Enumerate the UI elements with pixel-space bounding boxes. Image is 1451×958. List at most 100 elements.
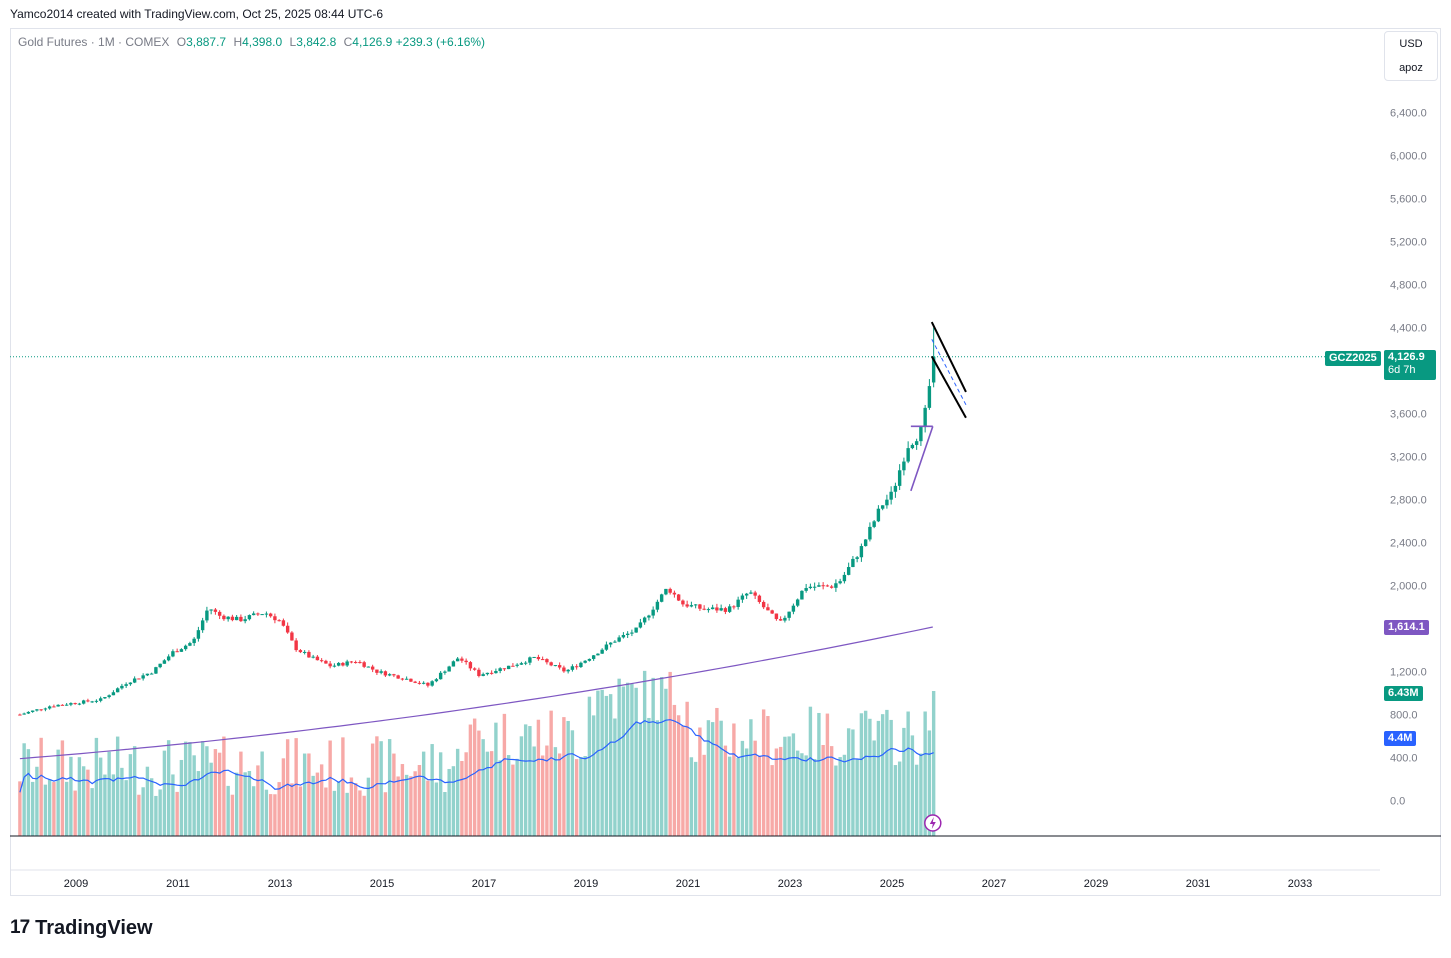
candle-body [324, 660, 328, 664]
volume-bar [409, 776, 413, 836]
volume-bar [511, 764, 515, 836]
candle-body [481, 674, 485, 677]
x-tick-label: 2031 [1186, 878, 1210, 890]
candle-body [621, 634, 626, 638]
volume-bar [536, 719, 541, 836]
candle-body [498, 668, 502, 672]
candle-body [863, 539, 868, 547]
candle-body [523, 662, 528, 664]
candle-body [149, 673, 154, 675]
candle-body [188, 643, 192, 646]
volume-bar [251, 786, 256, 836]
y-tick-label: 2,400.0 [1390, 537, 1427, 549]
change-value: +239.3 (+6.16%) [395, 35, 486, 49]
volume-bar [396, 776, 400, 836]
volume-bar [808, 706, 813, 836]
candle-body [545, 659, 549, 663]
candle-body [124, 684, 128, 686]
volume-bar [481, 739, 485, 836]
candle-body [162, 660, 167, 664]
candle-body [264, 613, 269, 615]
candle-body [69, 703, 73, 705]
candle-body [685, 604, 689, 607]
volume-bar [562, 717, 566, 836]
volume-bar [273, 794, 277, 836]
volume-bar [625, 682, 630, 836]
volume-bar [685, 701, 689, 836]
volume-bar [213, 749, 218, 836]
volume-bar [897, 761, 902, 836]
candle-body [341, 662, 345, 666]
volume-bar [876, 720, 881, 836]
volume-bar [120, 767, 124, 836]
symbol-name: Gold Futures · 1M · COMEX [18, 35, 170, 49]
volume-bar [570, 730, 575, 836]
volume-bar [239, 751, 243, 836]
y-tick-label: 0.0 [1390, 796, 1405, 808]
candle-body [897, 470, 902, 486]
volume-bar [56, 749, 60, 836]
volume-bar [370, 743, 375, 836]
candle-countdown: 6d 7h [1388, 364, 1416, 376]
volume-bar [885, 709, 889, 836]
volume-bar [94, 737, 99, 836]
volume-bar [426, 780, 430, 836]
y-tick-label: 2,800.0 [1390, 494, 1427, 506]
volume-bar [217, 752, 222, 836]
candle-body [846, 567, 851, 575]
candle-body [927, 386, 932, 408]
volume-bar [73, 790, 77, 836]
volume-bar [64, 781, 69, 836]
candle-body [770, 610, 774, 614]
volume-bar [591, 715, 596, 836]
volume-bar [863, 710, 868, 836]
volume-bar [192, 755, 196, 836]
volume-bar [838, 757, 842, 836]
candle-body [536, 656, 541, 660]
indicator-lines [10, 356, 1380, 793]
candle-body [90, 701, 94, 703]
candle-body [226, 616, 230, 620]
volume-bar [617, 678, 621, 836]
scale-mode-button[interactable]: apoz [1399, 62, 1423, 74]
candle-body [22, 713, 26, 715]
candle-body [277, 620, 281, 622]
volume-bar [171, 774, 175, 836]
candle-body [39, 709, 43, 711]
candle-body [659, 594, 664, 602]
low-value: 3,842.8 [296, 35, 337, 49]
currency-button[interactable]: USD [1399, 38, 1423, 50]
candle-body [723, 608, 728, 612]
candle-body [744, 593, 749, 596]
candle-body [336, 662, 341, 666]
candle-body [557, 665, 562, 668]
last-price-value: 4,126.9 [1388, 351, 1425, 363]
volume-bar [621, 686, 626, 836]
volume-bar [587, 696, 592, 836]
volume-bar [489, 751, 494, 836]
volume-bar [846, 728, 851, 836]
volume-bar [927, 730, 932, 836]
volume-bar [379, 741, 383, 836]
volume-bar [753, 740, 757, 836]
axis-settings[interactable]: USD apoz [1384, 31, 1438, 81]
candle-body [931, 356, 936, 383]
candle-body [77, 703, 82, 705]
candle-body [196, 630, 201, 639]
close-label: C [343, 35, 353, 49]
volume-bar [825, 713, 830, 836]
candle-body [477, 669, 481, 677]
volume-bar [30, 781, 35, 836]
y-tick-label: 3,200.0 [1390, 451, 1427, 463]
tradingview-logo[interactable]: 17 TradingView [10, 915, 153, 941]
volume-bar [702, 754, 706, 836]
volume-bar [574, 759, 579, 836]
volume-bar [243, 772, 247, 836]
candle-body [910, 444, 915, 449]
volume-bar [43, 784, 48, 836]
chart-frame [10, 28, 1441, 896]
volume-bar [111, 774, 116, 836]
long-ma-line [19, 626, 933, 760]
candle-body [876, 508, 881, 522]
